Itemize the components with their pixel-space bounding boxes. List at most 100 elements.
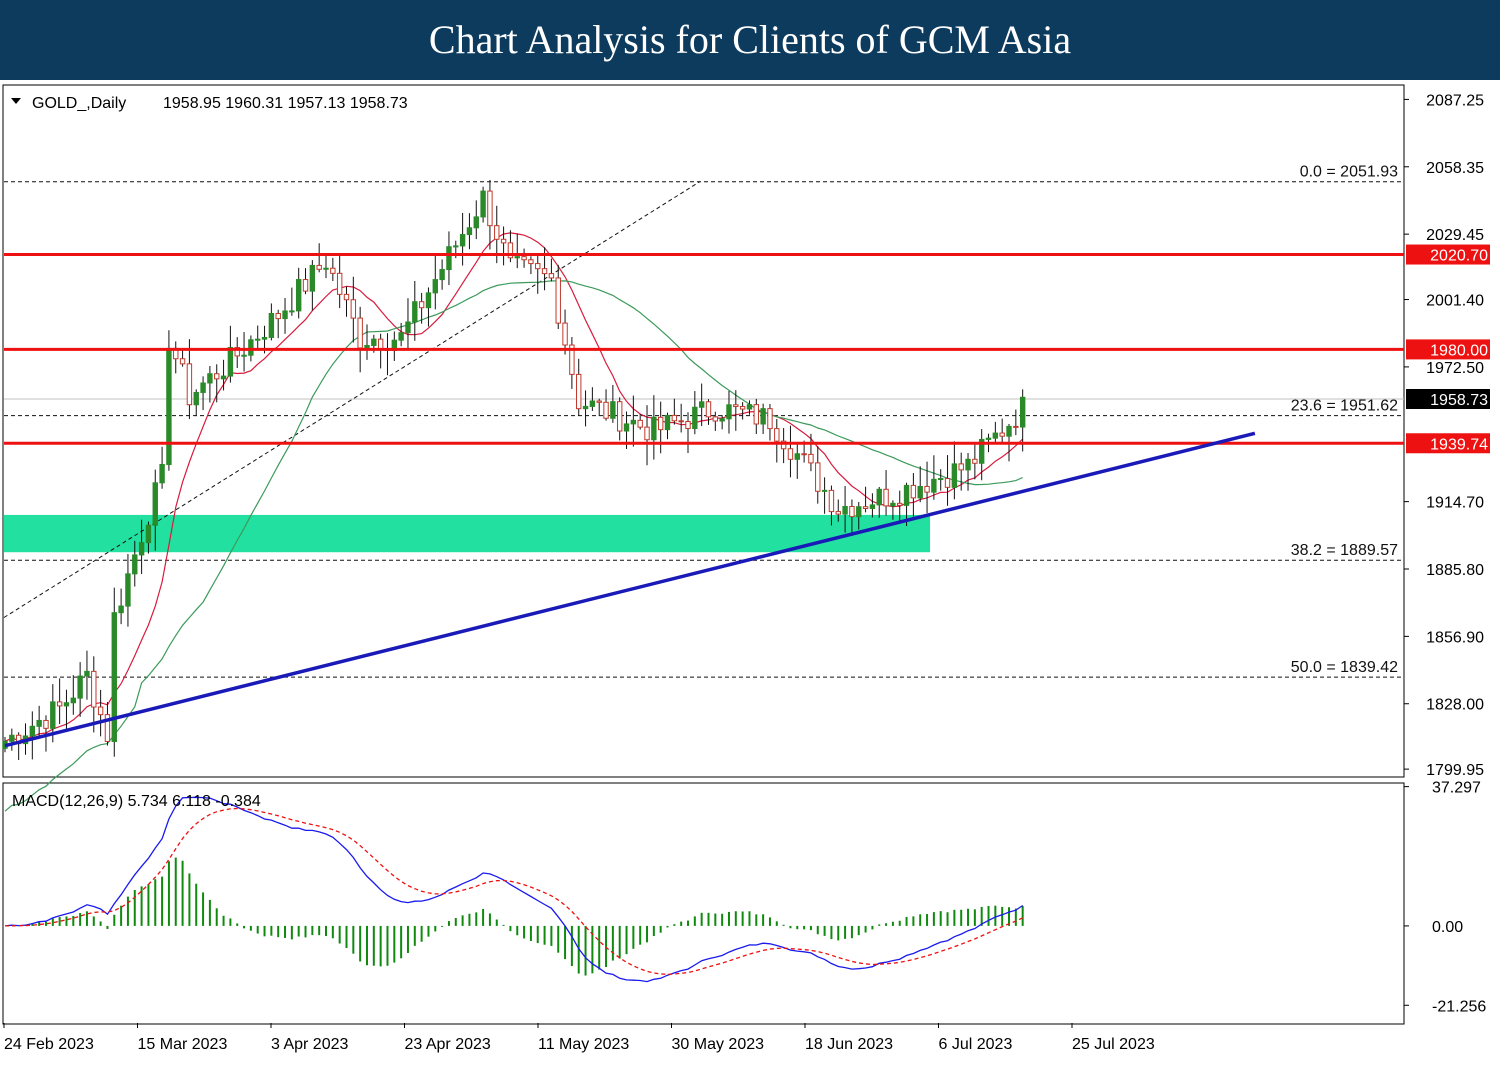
candle — [84, 650, 90, 700]
candle — [678, 403, 684, 433]
fib-level-label: 38.2 = 1889.57 — [1291, 542, 1398, 559]
candle — [111, 587, 117, 757]
y-tick-label: 1799.95 — [1426, 762, 1484, 779]
candle — [63, 689, 70, 731]
x-tick-label: 15 Mar 2023 — [138, 1036, 228, 1053]
candle — [698, 383, 705, 427]
candle — [514, 233, 520, 269]
candle — [897, 490, 903, 521]
candle — [418, 292, 425, 324]
candle — [780, 428, 787, 464]
candle — [289, 287, 295, 316]
candle — [302, 268, 309, 295]
macd-y-tick-label: 37.297 — [1432, 780, 1481, 797]
candle — [97, 689, 104, 737]
candle — [1013, 409, 1019, 436]
ma-fast-line — [4, 232, 1024, 742]
candle — [309, 260, 316, 311]
candle — [377, 333, 384, 369]
candle — [582, 390, 589, 427]
candle — [220, 359, 227, 391]
candle — [384, 333, 391, 376]
candle — [159, 446, 165, 489]
candle — [992, 421, 999, 443]
candle — [412, 280, 418, 341]
candle — [692, 391, 698, 435]
candle — [357, 306, 363, 373]
y-tick-label: 2058.35 — [1426, 160, 1484, 177]
candle — [972, 443, 978, 480]
candle — [234, 337, 240, 368]
current-price-tag — [1406, 388, 1490, 409]
x-tick-label: 18 Jun 2023 — [805, 1036, 893, 1053]
ohlc-values: 1958.95 1960.31 1957.13 1958.73 — [163, 95, 408, 112]
macd-signal-line — [4, 807, 1023, 975]
candle — [104, 702, 111, 746]
candle — [965, 452, 971, 491]
candle — [535, 253, 541, 294]
candle — [528, 256, 534, 275]
candle — [890, 500, 896, 520]
y-tick-label: 1856.90 — [1426, 629, 1484, 646]
candle — [610, 384, 616, 423]
candle — [719, 415, 725, 430]
resistance-price-tag — [1406, 339, 1490, 360]
candle — [931, 455, 937, 500]
candle — [56, 678, 63, 725]
candle — [446, 231, 452, 286]
candle — [760, 403, 766, 434]
resistance-price-tag — [1406, 433, 1490, 454]
candle — [173, 341, 179, 374]
candle — [569, 337, 575, 389]
candle — [405, 298, 411, 350]
macd-y-tick-label: -21.256 — [1432, 998, 1486, 1015]
candle — [924, 461, 930, 514]
macd-title: MACD(12,26,9) 5.734 6.118 -0.384 — [12, 793, 261, 810]
candle — [391, 331, 398, 361]
candle — [343, 286, 350, 317]
fib-trend-line — [3, 181, 701, 618]
candle — [214, 364, 220, 403]
candle — [685, 412, 691, 453]
candle — [869, 493, 876, 518]
y-tick-label: 2029.45 — [1426, 227, 1484, 244]
candle — [910, 473, 917, 517]
candle — [425, 287, 432, 327]
candle — [644, 405, 650, 466]
collapse-triangle-icon[interactable] — [11, 98, 21, 104]
y-tick-label: 1914.70 — [1426, 495, 1484, 512]
candle — [118, 588, 124, 625]
candle — [268, 303, 275, 341]
candle — [651, 395, 657, 460]
resistance-price-tag — [1406, 244, 1490, 265]
candle — [193, 389, 199, 417]
resistance-price-label: 2020.70 — [1430, 248, 1488, 265]
candle — [794, 443, 800, 479]
candle — [856, 501, 862, 530]
candle — [657, 401, 664, 454]
candle — [323, 253, 329, 279]
candle — [466, 213, 473, 250]
candle — [603, 389, 609, 421]
y-tick-label: 1885.80 — [1426, 562, 1484, 579]
candle — [439, 259, 445, 290]
x-tick-label: 24 Feb 2023 — [4, 1036, 94, 1053]
x-tick-label: 6 Jul 2023 — [939, 1036, 1013, 1053]
candle — [808, 433, 814, 472]
candle — [275, 309, 281, 339]
y-tick-label: 2001.40 — [1426, 293, 1484, 310]
x-tick-label: 30 May 2023 — [672, 1036, 765, 1053]
candle — [241, 332, 247, 372]
resistance-price-label: 1939.74 — [1430, 436, 1488, 453]
y-tick-label: 2087.25 — [1426, 92, 1484, 109]
candle — [152, 469, 158, 551]
candle — [664, 412, 671, 440]
candle — [555, 264, 561, 330]
candle — [849, 499, 855, 536]
ascending-trendline — [4, 431, 1256, 748]
candle — [507, 230, 514, 263]
ma-slow-line — [4, 280, 1023, 812]
candle — [726, 390, 732, 434]
x-tick-label: 11 May 2023 — [538, 1036, 629, 1053]
